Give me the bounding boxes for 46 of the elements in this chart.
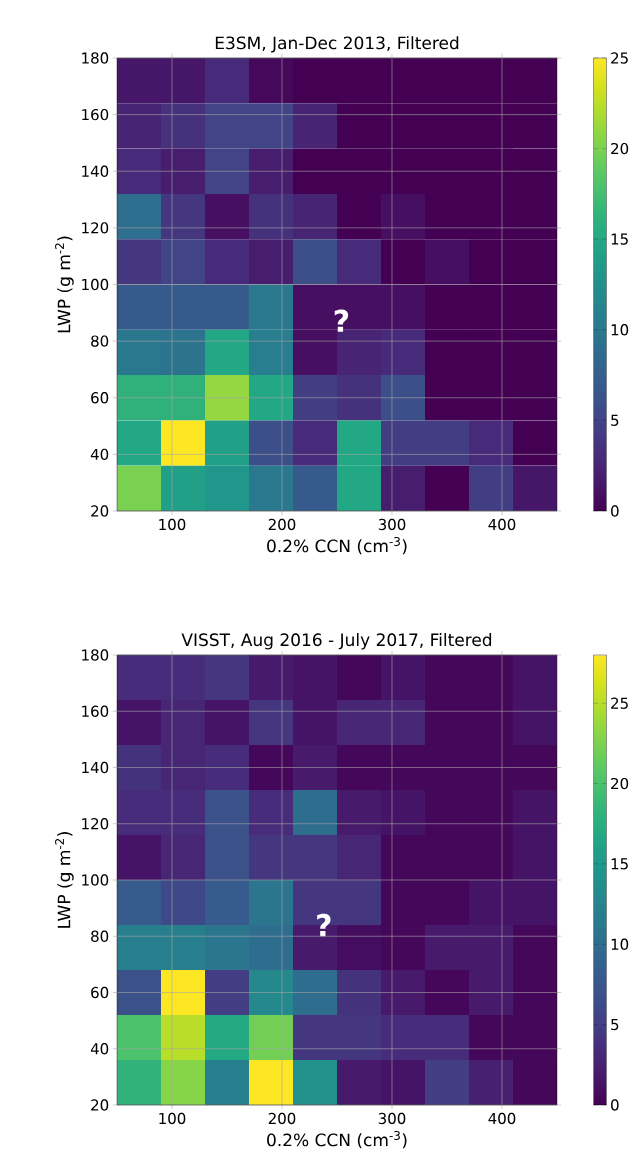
color-bar-label: 10	[611, 938, 629, 950]
color-bar-label: 0	[611, 505, 619, 517]
annotation: ?	[334, 309, 349, 332]
y-tick-label: 60	[91, 392, 109, 404]
y-tick-label: 180	[82, 52, 109, 64]
y-tick-label: 40	[90, 1043, 109, 1055]
y-tick-label: 120	[82, 818, 109, 830]
y-tick-label: 80	[91, 335, 109, 347]
x-axis-title: 0.2% CCN (cm$^{-3}$)	[267, 1131, 407, 1149]
color-bar-label: 0	[611, 1099, 619, 1111]
x-tick-label: 200	[268, 518, 296, 531]
y-tick-label: 100	[82, 278, 109, 291]
chart-title: E3SM, Jan-Dec 2013, Filtered	[215, 36, 459, 53]
y-tick-label: 20	[91, 1099, 109, 1111]
x-tick-label: 400	[488, 518, 516, 531]
y-tick-label: 160	[82, 705, 109, 717]
y-axis-title: LWP (g m$^{-2}$)	[55, 236, 74, 333]
y-tick-label: 180	[82, 649, 109, 661]
color-bar-label: 25	[611, 52, 628, 64]
x-axis-title: 0.2% CCN (cm$^{-3}$)	[267, 537, 407, 555]
color-bar-label: 10	[611, 324, 629, 336]
y-tick-label: 160	[82, 108, 109, 121]
color-bar-label: 15	[611, 233, 628, 245]
y-tick-label: 40	[90, 448, 109, 461]
x-tick-label: 300	[378, 518, 406, 531]
y-tick-label: 140	[82, 165, 109, 177]
color-bar-label: 20	[611, 777, 629, 790]
color-bar-label: 5	[611, 414, 619, 426]
y-axis-title: LWP (g m$^{-2}$)	[55, 832, 74, 928]
x-tick-label: 100	[159, 518, 186, 531]
annotation: ?	[317, 913, 331, 937]
y-tick-label: 20	[91, 505, 109, 517]
color-bar-label: 20	[611, 142, 629, 155]
color-bar-label: 25	[611, 697, 628, 709]
y-tick-label: 140	[82, 761, 109, 774]
y-tick-label: 60	[91, 986, 109, 999]
color-bar-label: 15	[611, 858, 628, 870]
y-tick-label: 80	[91, 930, 109, 942]
color-bar-label: 5	[611, 1019, 619, 1031]
x-tick-label: 100	[159, 1112, 186, 1125]
x-tick-label: 200	[268, 1112, 296, 1125]
y-tick-label: 120	[82, 222, 109, 234]
chart-title: VISST, Aug 2016 - July 2017, Filtered	[181, 633, 492, 650]
x-tick-label: 400	[488, 1112, 516, 1125]
x-tick-label: 300	[378, 1112, 406, 1125]
y-tick-label: 100	[82, 874, 109, 886]
